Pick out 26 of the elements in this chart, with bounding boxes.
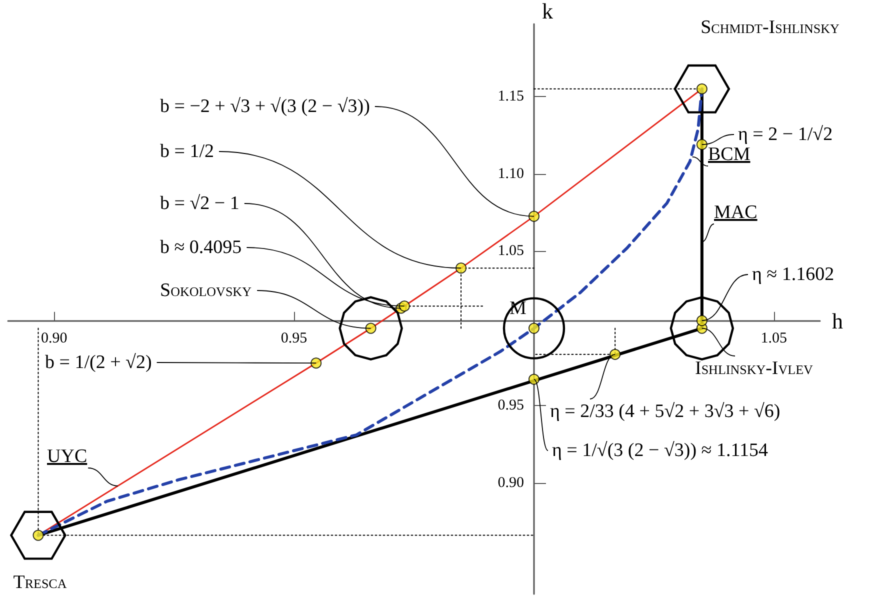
annotation: η = 2 − 1/√2 bbox=[738, 124, 833, 145]
y-axis-title: k bbox=[542, 0, 553, 24]
annotation: b = 1/2 bbox=[160, 141, 214, 162]
annotation: b = 1/(2 + √2) bbox=[45, 352, 152, 373]
x-tick-label: 0.95 bbox=[280, 330, 308, 346]
annotation: Schmidt-Ishlinsky bbox=[700, 17, 840, 38]
y-tick-label: 0.90 bbox=[498, 474, 524, 491]
y-tick-label: 1.10 bbox=[498, 166, 524, 182]
annotation: BCM bbox=[708, 144, 750, 165]
x-axis-title: h bbox=[832, 308, 843, 334]
annotation: MAC bbox=[714, 202, 758, 223]
annotation: η = 2/33 (4 + 5√2 + 3√3 + √6) bbox=[550, 401, 780, 422]
x-tick-label: 0.90 bbox=[40, 330, 68, 346]
x-tick-label: 1.05 bbox=[760, 330, 788, 346]
annotation: Tresca bbox=[13, 572, 68, 593]
annotation: UYC bbox=[47, 446, 88, 467]
y-tick-label: 1.15 bbox=[498, 88, 524, 105]
annotation: b = √2 − 1 bbox=[160, 193, 240, 214]
annotation: η ≈ 1.1602 bbox=[752, 264, 834, 285]
annotation: Sokolovsky bbox=[160, 280, 252, 301]
annotation: b = −2 + √3 + √(3 (2 − √3)) bbox=[160, 96, 370, 117]
annotation: b ≈ 0.4095 bbox=[160, 237, 242, 258]
annotation: Ishlinsky-Ivlev bbox=[695, 358, 814, 379]
y-tick-label: 1.05 bbox=[498, 243, 524, 260]
y-tick-label: 0.95 bbox=[498, 398, 524, 414]
annotation: η = 1/√(3 (2 − √3)) ≈ 1.1154 bbox=[552, 440, 769, 461]
